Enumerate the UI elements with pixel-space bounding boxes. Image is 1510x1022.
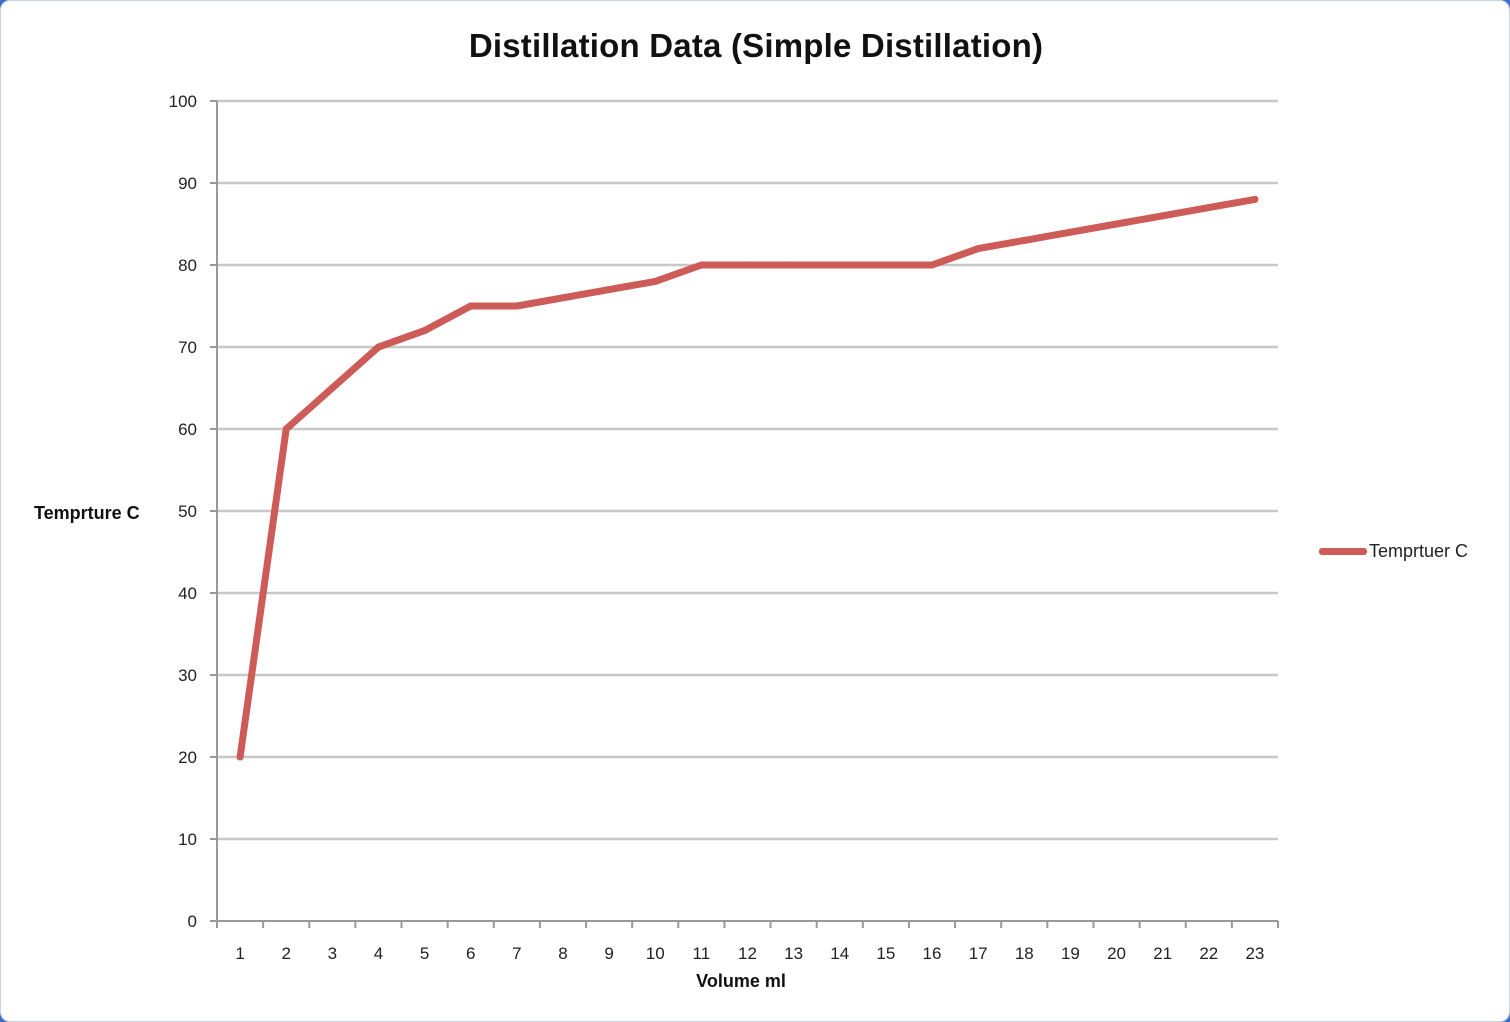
data-point (882, 261, 890, 269)
data-point (374, 343, 382, 351)
x-tick-label: 8 (558, 944, 567, 963)
y-tick-label: 40 (178, 584, 197, 603)
data-point (651, 277, 659, 285)
x-tick-label: 22 (1199, 944, 1218, 963)
x-tick-label: 2 (281, 944, 290, 963)
data-point (1020, 236, 1028, 244)
data-point (467, 302, 475, 310)
x-tick-label: 23 (1245, 944, 1264, 963)
data-point (1113, 220, 1121, 228)
x-tick-label: 19 (1061, 944, 1080, 963)
legend-label: Temprtuer C (1369, 541, 1469, 561)
y-tick-label: 70 (178, 338, 197, 357)
x-tick-label: 4 (374, 944, 383, 963)
x-tick-label: 16 (923, 944, 942, 963)
data-point (744, 261, 751, 269)
data-point (421, 327, 429, 335)
x-tick-label: 15 (876, 944, 895, 963)
data-point (513, 302, 521, 310)
x-tick-label: 12 (738, 944, 757, 963)
data-point (605, 286, 613, 294)
series-line (236, 195, 1259, 761)
legend: Temprtuer C (1319, 541, 1468, 562)
x-tick-label: 21 (1153, 944, 1172, 963)
y-tick-label: 100 (169, 92, 197, 111)
y-tick-label: 50 (178, 502, 197, 521)
y-tick-label: 20 (178, 748, 197, 767)
data-point (928, 261, 936, 269)
y-tick-label: 90 (178, 174, 197, 193)
x-tick-label: 1 (235, 944, 244, 963)
y-axis-label: Temprture C (34, 503, 140, 523)
legend-swatch-icon (1319, 548, 1367, 555)
data-point (836, 261, 844, 269)
data-point (974, 245, 982, 253)
chart-title: Distillation Data (Simple Distillation) (468, 27, 1044, 64)
y-tick-label: 80 (178, 256, 197, 275)
data-point (1066, 228, 1074, 236)
data-point (236, 753, 244, 761)
x-tick-label: 5 (420, 944, 429, 963)
x-tick-label: 17 (969, 944, 988, 963)
x-tick-label: 9 (604, 944, 613, 963)
x-tick-label: 14 (830, 944, 849, 963)
x-tick-label: 3 (328, 944, 337, 963)
y-tick-label: 60 (178, 420, 197, 439)
data-point (282, 425, 290, 433)
x-tick-label: 11 (693, 944, 711, 963)
data-point (1251, 195, 1259, 203)
x-tick-label: 7 (512, 944, 521, 963)
data-point (697, 261, 705, 269)
data-point (328, 384, 336, 392)
x-tick-label: 6 (466, 944, 475, 963)
y-tick-label: 0 (188, 912, 197, 931)
data-point (1205, 204, 1213, 212)
x-tick-label: 13 (784, 944, 803, 963)
x-axis-label: Volume ml (696, 971, 786, 991)
data-point (559, 294, 567, 302)
x-tick-label: 18 (1015, 944, 1034, 963)
data-point (790, 261, 798, 269)
y-tick-label: 30 (178, 666, 197, 685)
x-tick-label: 20 (1107, 944, 1126, 963)
x-tick-label: 10 (646, 944, 665, 963)
data-point (1159, 212, 1167, 220)
y-tick-label: 10 (178, 830, 197, 849)
